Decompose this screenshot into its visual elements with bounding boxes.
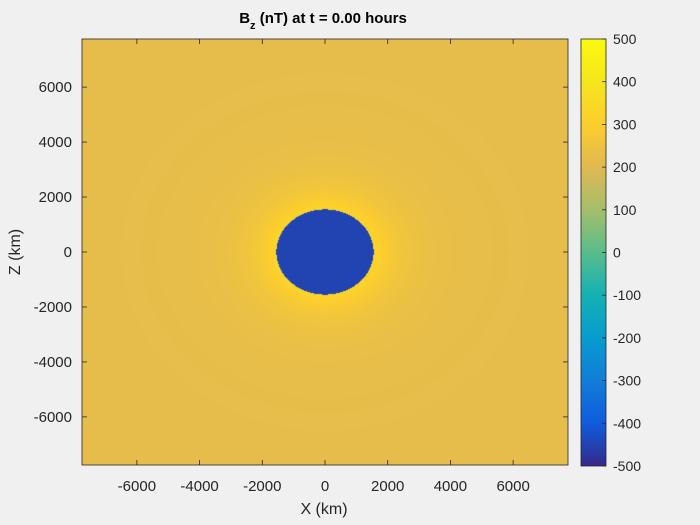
colorbar-tick-label: 0 — [613, 245, 621, 261]
x-tick-label: 6000 — [496, 478, 529, 495]
colorbar-tick-label: -500 — [613, 458, 641, 474]
x-tick-label: -4000 — [180, 478, 218, 495]
chart-title-symbol: B — [239, 10, 250, 27]
colorbar: -500 -400 -300 -200 -100 0 100 200 300 400 500 — [580, 31, 641, 474]
y-tick-label: 0 — [64, 244, 72, 261]
y-axis-label: Z (km) — [7, 229, 24, 275]
colorbar-tick-label: 400 — [613, 74, 637, 90]
x-axis-label: X (km) — [300, 501, 347, 518]
colorbar-gradient — [581, 39, 606, 466]
chart-title: Bz (nT) at t = 0.00 hours — [239, 10, 407, 32]
heatmap-area — [81, 38, 569, 466]
colorbar-tick-label: 500 — [613, 31, 637, 47]
x-tick-label: 2000 — [371, 478, 404, 495]
colorbar-tick-label: -200 — [613, 330, 641, 346]
x-tick-label: -6000 — [118, 478, 156, 495]
colorbar-tick-label: 300 — [613, 116, 637, 132]
y-tick-label: -4000 — [34, 354, 72, 371]
x-axis-ticks: -6000 -4000 -2000 0 2000 4000 6000 — [118, 39, 530, 495]
colorbar-tick-label: 200 — [613, 159, 637, 175]
y-tick-label: -2000 — [34, 299, 72, 316]
x-tick-label: 4000 — [434, 478, 467, 495]
colorbar-tick-label: 100 — [613, 202, 637, 218]
colorbar-tick-label: -100 — [613, 287, 641, 303]
y-tick-label: 6000 — [39, 79, 72, 96]
heatmap-image — [82, 39, 568, 465]
y-tick-label: -6000 — [34, 409, 72, 426]
chart-title-subscript: z — [250, 20, 256, 32]
colorbar-ticks: -500 -400 -300 -200 -100 0 100 200 300 400 500 — [602, 31, 641, 474]
x-tick-label: -2000 — [243, 478, 281, 495]
colorbar-tick-label: -300 — [613, 373, 641, 389]
chart-title-rest: (nT) at t = 0.00 hours — [256, 10, 407, 27]
y-axis-ticks: -6000 -4000 -2000 0 2000 4000 6000 — [34, 79, 568, 426]
x-tick-label: 0 — [321, 478, 329, 495]
colorbar-tick-label: -400 — [613, 415, 641, 431]
y-tick-label: 2000 — [39, 189, 72, 206]
y-tick-label: 4000 — [39, 134, 72, 151]
